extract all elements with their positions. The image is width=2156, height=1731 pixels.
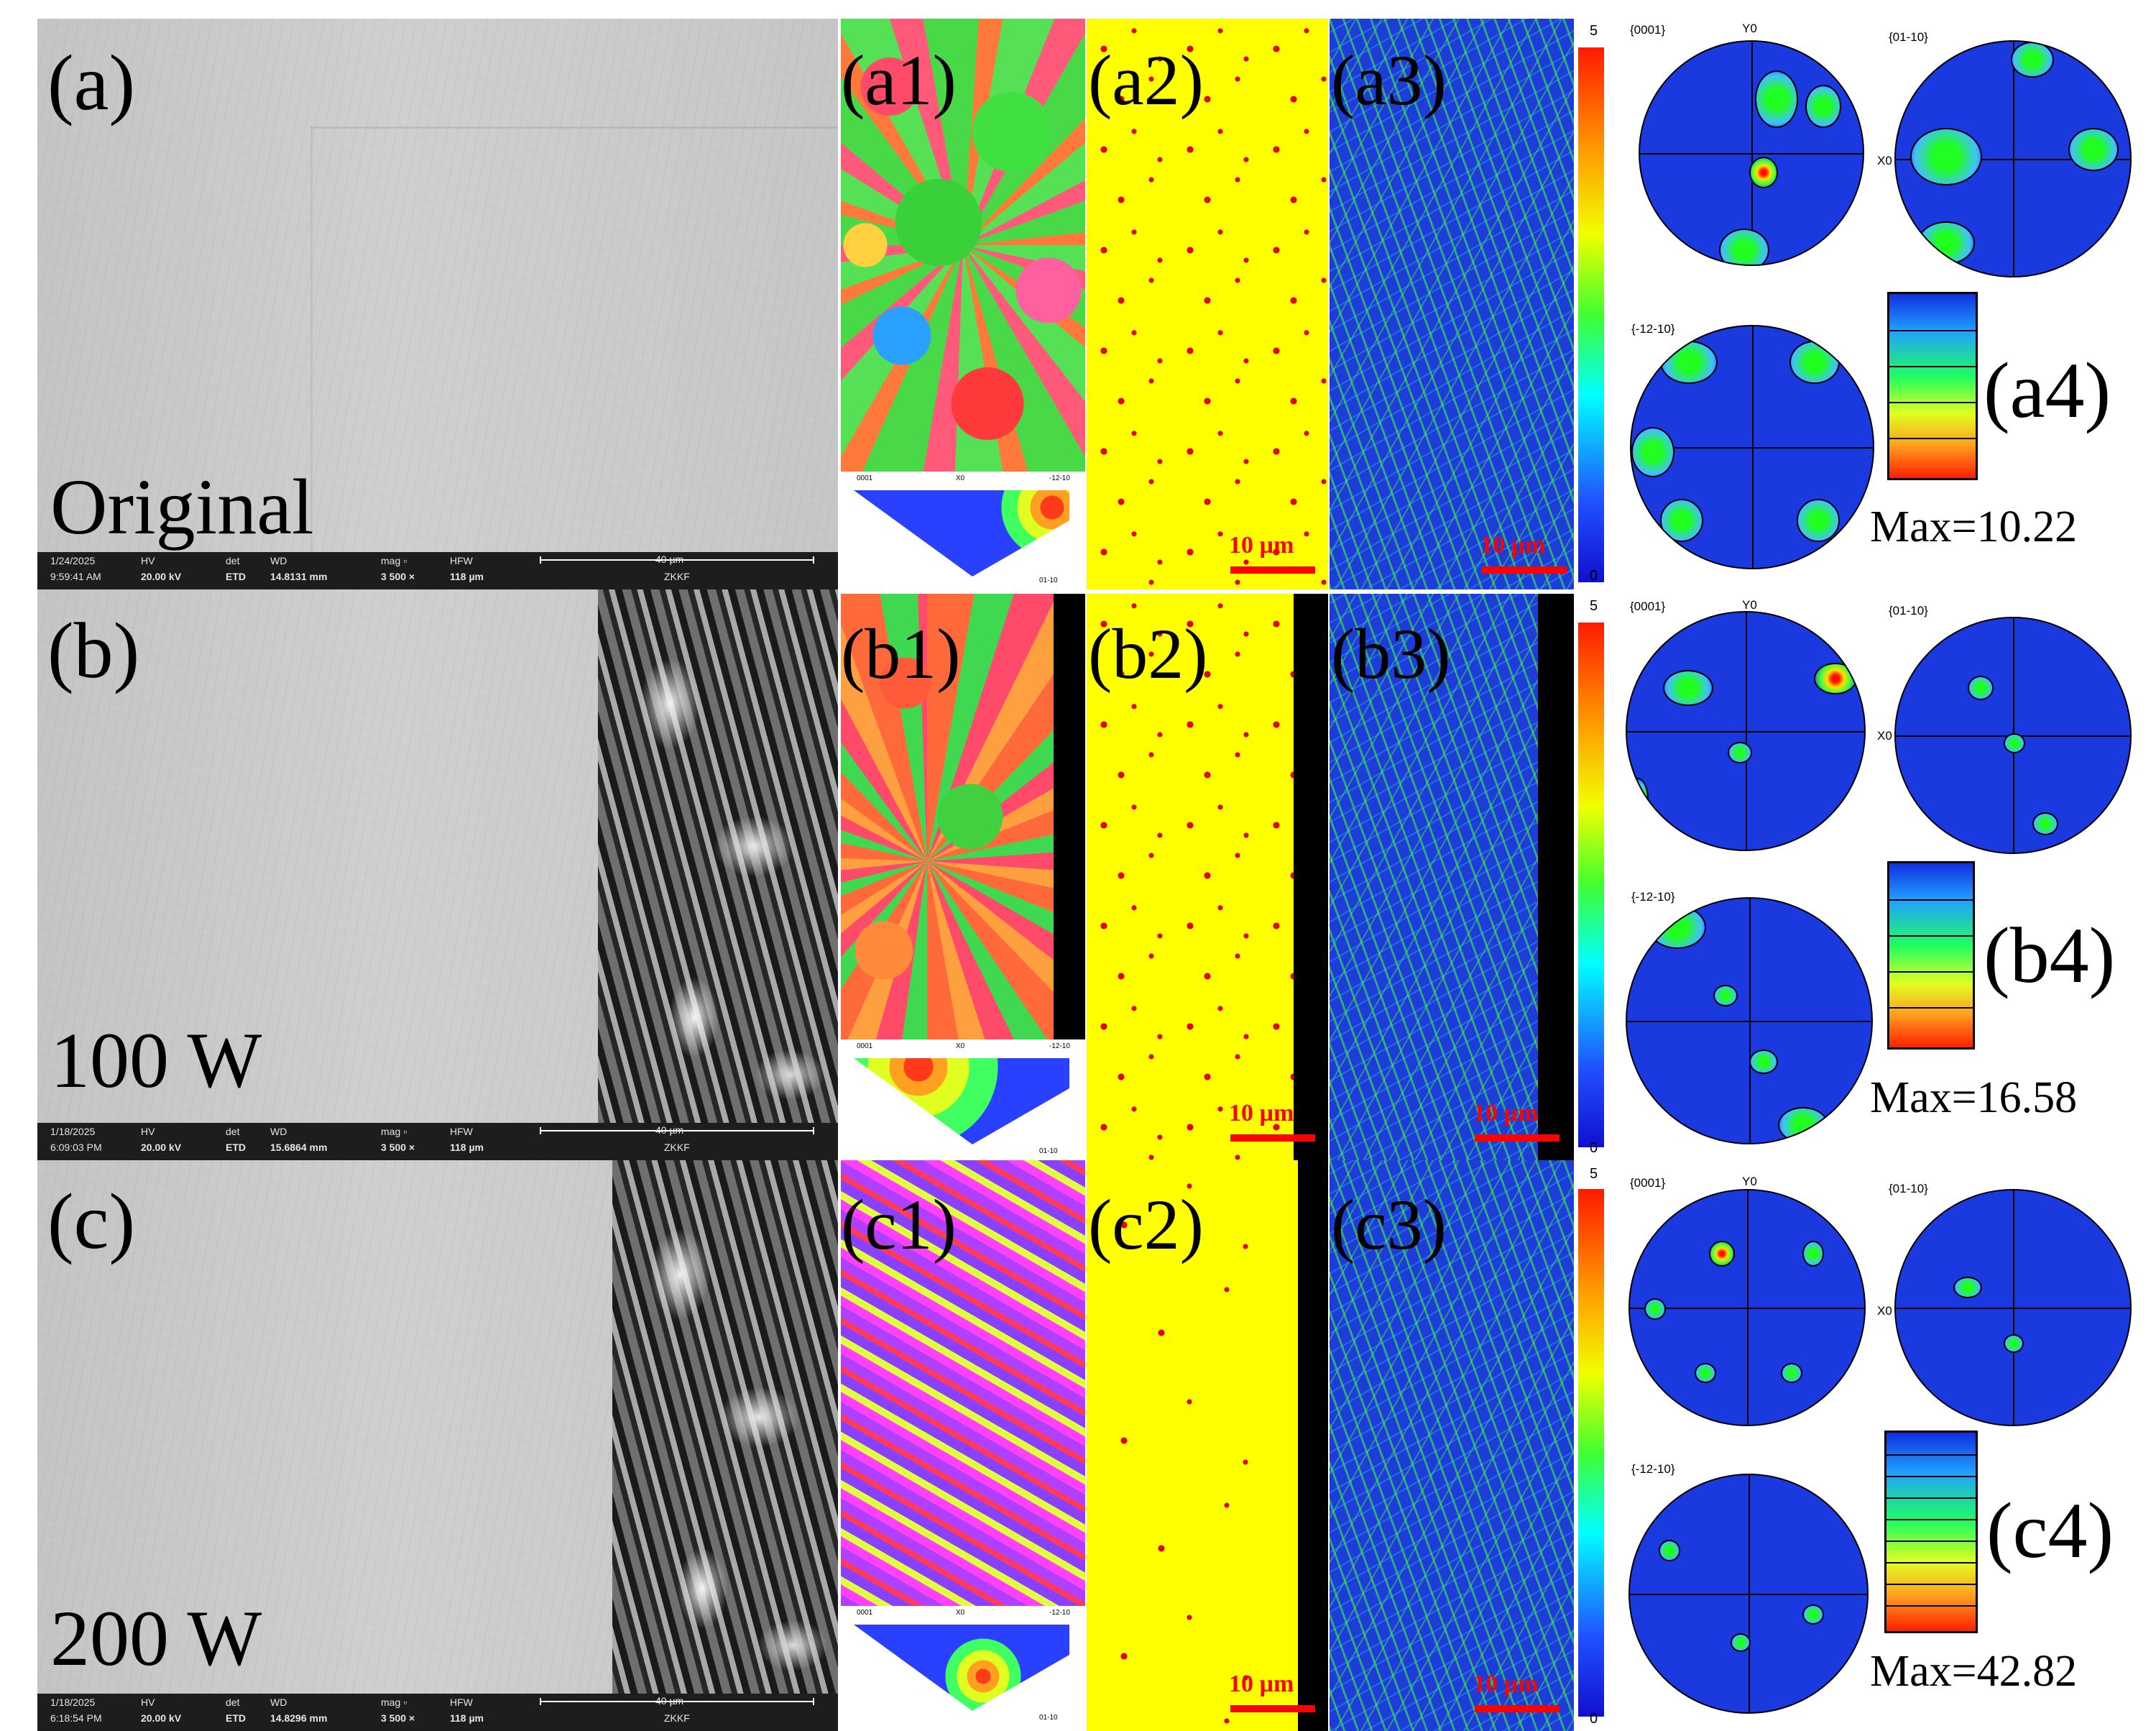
pole-figure-legend-c xyxy=(1884,1431,1978,1633)
sem-wd-label: WD xyxy=(270,555,287,566)
pole-figure-0001-a xyxy=(1639,40,1864,266)
condition-label-c: 200 W xyxy=(50,1594,262,1682)
ipf-triangle-b: 0001 X0 -12-10 01-10 xyxy=(841,1039,1085,1160)
panel-label-c: (c) xyxy=(47,1177,136,1265)
colorbar-max-c: 5 xyxy=(1590,1166,1598,1182)
pole-figure-1210-a xyxy=(1630,325,1874,569)
sem-image-c: 1/18/2025 6:18:54 PM HV 20.00 kV det ETD… xyxy=(37,1160,838,1731)
colorbar-max-a: 5 xyxy=(1590,23,1598,39)
scalebar-label-b2: 10 µm xyxy=(1229,1100,1294,1126)
kam-colorbar-c xyxy=(1578,1189,1604,1717)
sem-info-bar-c: 1/18/2025 6:18:54 PM HV 20.00 kV det ETD… xyxy=(37,1694,838,1731)
kam-colorbar-b xyxy=(1578,623,1604,1147)
phase-map-c2-edge xyxy=(1298,1160,1328,1731)
panel-label-c1: (c1) xyxy=(841,1185,957,1264)
sem-wd: 14.8131 mm xyxy=(270,571,328,582)
sem-info-bar-b: 1/18/2025 6:09:03 PM HV 20.00 kV det ETD… xyxy=(37,1123,838,1160)
phase-map-b2-edge xyxy=(1294,594,1328,1160)
pole-figure-max-b: Max=16.58 xyxy=(1870,1073,2078,1122)
ipf-map-c1 xyxy=(841,1160,1085,1606)
ipf-triangle-a: 0001 X0 -12-10 01-10 xyxy=(841,472,1085,589)
pole-figure-0110-a xyxy=(1894,40,2132,277)
pole-figure-max-c: Max=42.82 xyxy=(1870,1647,2078,1696)
ipf-map-b1 xyxy=(841,594,1056,1039)
kam-colorbar-a xyxy=(1578,47,1604,582)
sem-mag: 3 500 × xyxy=(381,571,415,582)
pole-figure-1210-c xyxy=(1628,1474,1869,1714)
colorbar-min-c: 0 xyxy=(1590,1711,1598,1727)
pole-figure-0001-b xyxy=(1626,611,1866,851)
panel-label-a4: (a4) xyxy=(1984,346,2111,434)
sem-time: 9:59:41 AM xyxy=(50,571,101,582)
sem-mag-label: mag ▫ xyxy=(381,555,407,566)
row-c: 1/18/2025 6:18:54 PM HV 20.00 kV det ETD… xyxy=(0,1160,2156,1731)
pole-figure-max-a: Max=10.22 xyxy=(1870,502,2078,551)
pole-figure-legend-a xyxy=(1887,292,1978,480)
panel-label-b3: (b3) xyxy=(1331,614,1451,694)
sem-hv-label: HV xyxy=(141,555,155,566)
phase-map-b2 xyxy=(1087,594,1295,1160)
panel-label-a1: (a1) xyxy=(841,40,957,120)
pole-figure-legend-b xyxy=(1887,861,1975,1050)
kam-map-c3 xyxy=(1330,1160,1574,1731)
scalebar-c2 xyxy=(1230,1705,1315,1712)
scalebar-a3 xyxy=(1482,566,1567,574)
kam-map-a3 xyxy=(1330,19,1574,589)
sem-hv: 20.00 kV xyxy=(141,571,182,582)
ipf-map-a1 xyxy=(841,19,1085,472)
pole-figure-0110-b xyxy=(1894,617,2132,854)
ipf-map-b1-edge xyxy=(1054,594,1085,1039)
scalebar-b2 xyxy=(1230,1134,1315,1142)
panel-label-c3: (c3) xyxy=(1331,1185,1447,1264)
sem-det-label: det xyxy=(226,555,240,566)
panel-label-a3: (a3) xyxy=(1331,40,1447,120)
scalebar-b3 xyxy=(1475,1134,1560,1142)
kam-map-b3-edge xyxy=(1538,594,1574,1160)
colorbar-min-a: 0 xyxy=(1590,568,1598,584)
panel-label-b2: (b2) xyxy=(1088,614,1208,694)
pole-figure-0001-c xyxy=(1628,1189,1866,1426)
sem-image-a: 1/24/2025 9:59:41 AM HV 20.00 kV det ETD… xyxy=(37,19,838,589)
pole-figure-1210-b xyxy=(1626,897,1873,1144)
ipf-triangle-c: 0001 X0 -12-10 01-10 xyxy=(841,1606,1085,1731)
row-b: 1/18/2025 6:09:03 PM HV 20.00 kV det ETD… xyxy=(0,589,2156,1160)
pole-figure-0110-c xyxy=(1894,1189,2132,1426)
sem-date: 1/24/2025 xyxy=(50,555,96,566)
panel-label-c2: (c2) xyxy=(1088,1185,1204,1264)
panel-label-c4: (c4) xyxy=(1986,1487,2114,1574)
kam-map-b3 xyxy=(1330,594,1539,1160)
colorbar-max-b: 5 xyxy=(1590,598,1598,614)
scalebar-label-b3: 10 µm xyxy=(1473,1100,1539,1126)
panel-label-b: (b) xyxy=(47,607,140,694)
panel-label-b4: (b4) xyxy=(1984,912,2116,999)
sem-info-bar-a: 1/24/2025 9:59:41 AM HV 20.00 kV det ETD… xyxy=(37,552,838,589)
row-a: 1/24/2025 9:59:41 AM HV 20.00 kV det ETD… xyxy=(0,0,2156,589)
condition-label-a: Original xyxy=(50,463,314,551)
condition-label-b: 100 W xyxy=(50,1016,262,1104)
sem-org: ZKKF xyxy=(664,571,690,582)
panel-label-a2: (a2) xyxy=(1088,40,1204,120)
sem-scale: 40 µm xyxy=(655,554,684,565)
phase-map-a2 xyxy=(1087,19,1328,589)
colorbar-min-b: 0 xyxy=(1590,1140,1598,1156)
scalebar-label-a2: 10 µm xyxy=(1229,532,1294,559)
phase-map-c2 xyxy=(1087,1160,1299,1731)
sem-det: ETD xyxy=(226,571,246,582)
sem-image-b: 1/18/2025 6:09:03 PM HV 20.00 kV det ETD… xyxy=(37,589,838,1160)
scalebar-c3 xyxy=(1475,1705,1560,1712)
scalebar-a2 xyxy=(1230,566,1315,574)
scalebar-label-a3: 10 µm xyxy=(1480,532,1546,559)
panel-label-b1: (b1) xyxy=(841,614,961,694)
scalebar-label-c2: 10 µm xyxy=(1229,1671,1294,1697)
sem-hfw-label: HFW xyxy=(450,555,473,566)
scalebar-label-c3: 10 µm xyxy=(1473,1671,1539,1697)
sem-hfw: 118 µm xyxy=(450,571,484,582)
panel-label-a: (a) xyxy=(47,39,136,127)
